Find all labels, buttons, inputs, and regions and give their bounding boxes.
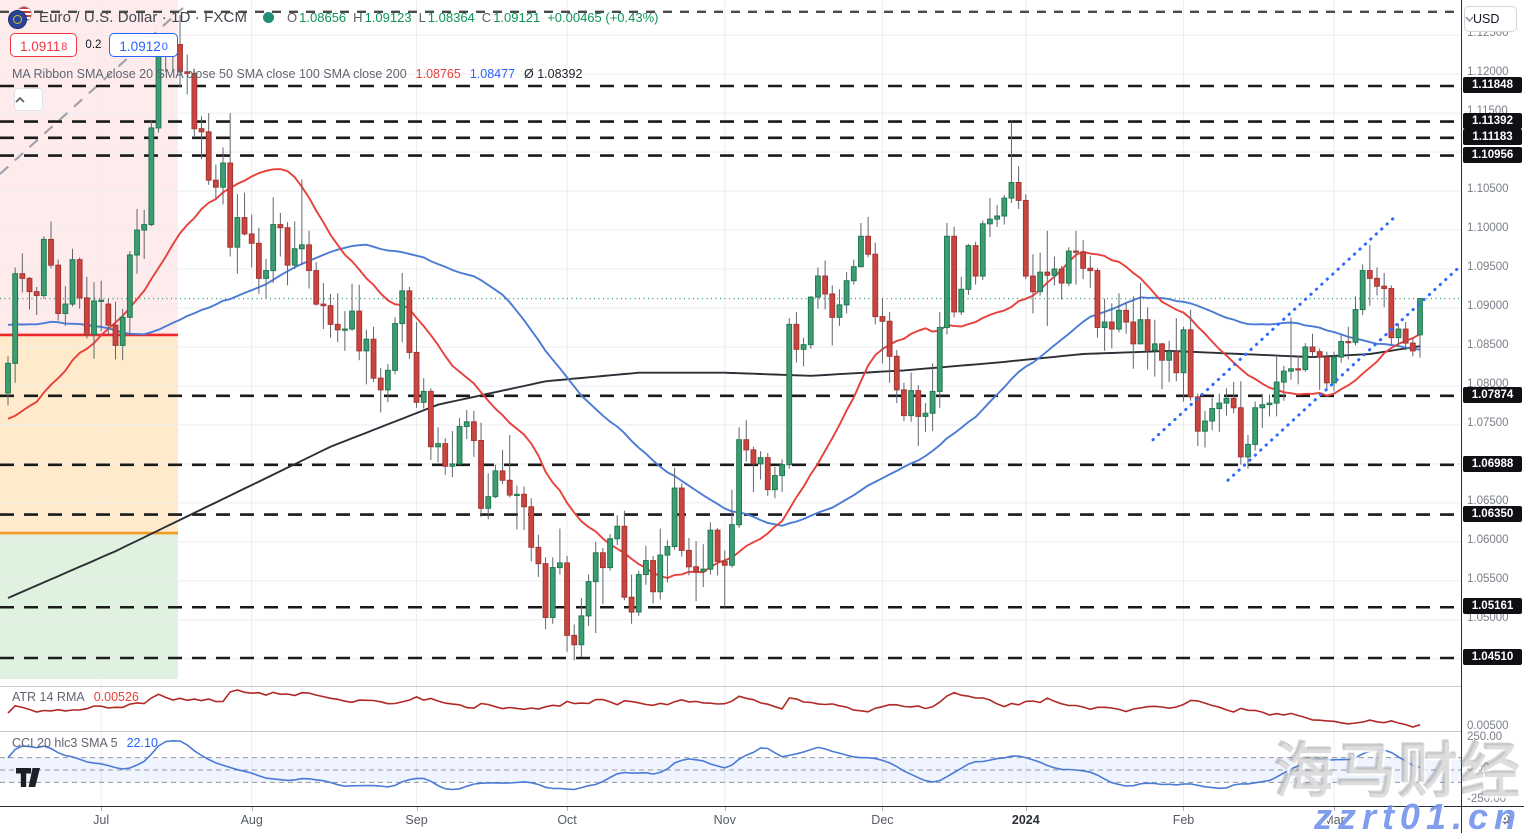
time-axis-tick (567, 807, 569, 811)
time-axis-label: Nov (713, 813, 736, 827)
market-status-icon (263, 11, 275, 23)
price-axis-label: 1.07500 (1467, 416, 1509, 429)
time-axis-label: Aug (240, 813, 263, 827)
ohlc-high-label: H (353, 9, 363, 25)
price-axis[interactable]: 1.12500 1.12000 1.11500 1.10500 1.10000 1.095… (1462, 0, 1524, 806)
sell-price: 1.0911 (20, 39, 61, 54)
ma-sma20-value: 1.08765 (415, 67, 461, 81)
ohlc-readout: O 1.08656 H 1.09123 L 1.08364 C 1.09121 +0.0… (287, 10, 658, 25)
time-axis-label: Jul (93, 813, 110, 827)
currency-dropdown-value: USD (1473, 12, 1500, 26)
time-axis-tick (1025, 807, 1027, 811)
chevron-down-icon (1465, 16, 1474, 22)
time-axis-tick (101, 807, 103, 811)
cci-pane[interactable] (0, 731, 1461, 806)
time-axis-tick (1183, 807, 1185, 811)
symbol-title[interactable]: Euro / U.S. Dollar · 1D · FXCM (39, 8, 248, 26)
atr-axis-label: 0.00500 (1467, 719, 1509, 732)
price-pane[interactable] (0, 0, 1461, 686)
price-axis-label: 1.06500 (1467, 494, 1509, 507)
cci-axis-label: 250.00 (1467, 731, 1503, 744)
time-axis-label: Oct (557, 813, 577, 827)
axis-settings-icon[interactable]: ⚙ (1498, 810, 1512, 828)
cci-legend[interactable]: CCI 20 hlc3 SMA 5 22.10 (12, 736, 158, 750)
time-axis-tick (251, 807, 253, 811)
sell-price-last-digit: 8 (61, 41, 68, 53)
price-level-label: 1.11183 (1463, 128, 1522, 145)
time-axis-tick (1333, 807, 1335, 811)
cci-value: 22.10 (126, 736, 158, 750)
time-axis-tick (416, 807, 418, 811)
cci-axis-label: -250.00 (1467, 792, 1507, 805)
atr-legend[interactable]: ATR 14 RMA 0.00526 (12, 690, 139, 704)
price-axis-label: 1.05000 (1467, 611, 1509, 624)
price-axis-label: 1.09500 (1467, 261, 1509, 274)
price-axis-label: 1.12000 (1467, 66, 1509, 79)
time-axis-tick (882, 807, 884, 811)
price-level-label: 1.07874 (1463, 386, 1522, 403)
ohlc-low-label: L (418, 9, 426, 25)
ohlc-open-label: O (287, 9, 298, 25)
price-level-label: 1.11848 (1463, 77, 1522, 93)
time-axis-label: Mar (1323, 813, 1345, 827)
time-axis[interactable]: Jul Aug Sep Oct Nov Dec 2024 Feb Mar (0, 807, 1524, 833)
chevron-up-icon (15, 96, 25, 103)
time-axis-label: 2024 (1011, 813, 1040, 827)
price-axis-label: 1.05500 (1467, 572, 1509, 585)
buy-price: 1.0912 (119, 39, 161, 54)
price-axis-label: 1.06000 (1467, 533, 1509, 546)
time-axis-label: Sep (405, 813, 428, 827)
price-axis-label: 1.08500 (1467, 338, 1509, 351)
time-axis-label: Dec (871, 813, 894, 827)
ohlc-high-value: 1.09123 (364, 9, 412, 25)
atr-title: ATR 14 RMA (12, 690, 85, 704)
price-axis-label: 1.09000 (1467, 300, 1509, 312)
buy-button[interactable]: 1.0912 0 (109, 33, 178, 57)
price-axis-label: 1.10000 (1467, 222, 1509, 235)
price-level-label: 1.11392 (1463, 112, 1522, 129)
ohlc-close-value: 1.09121 (493, 9, 541, 25)
price-level-label: 1.05161 (1463, 598, 1522, 615)
price-axis-border (1461, 0, 1462, 833)
buy-price-last-digit: 0 (161, 41, 168, 53)
time-axis-label: Feb (1172, 813, 1195, 827)
ohlc-close-label: C (481, 9, 492, 25)
symbol-header: Euro / U.S. Dollar · 1D · FXCM O 1.08656 … (8, 5, 659, 29)
cci-axis-label: 0.00 (1467, 762, 1490, 774)
ma-ribbon-title: MA Ribbon SMA close 20 SMA close 50 SMA … (12, 67, 407, 81)
price-level-label: 1.04510 (1463, 649, 1522, 665)
ohlc-open-value: 1.08656 (299, 9, 347, 25)
ohlc-change-value: +0.00465 (+0.43%) (547, 9, 659, 25)
atr-pane[interactable] (0, 686, 1461, 731)
currency-dropdown[interactable]: USD (1464, 6, 1517, 32)
price-level-label: 1.06350 (1463, 505, 1522, 522)
ma-ribbon-legend[interactable]: MA Ribbon SMA close 20 SMA close 50 SMA … (12, 67, 582, 81)
atr-value: 0.00526 (93, 690, 139, 704)
instrument-logo-icon (8, 6, 32, 29)
price-axis-label: 1.10500 (1467, 183, 1509, 196)
pane-divider[interactable] (0, 686, 1461, 687)
price-level-label: 1.06988 (1463, 455, 1522, 472)
cci-title: CCI 20 hlc3 SMA 5 (12, 736, 118, 750)
spread-label: 0.2 (85, 39, 102, 51)
ma-sma50-value: 1.08477 (469, 67, 516, 81)
sell-button[interactable]: 1.0911 8 (10, 33, 78, 57)
time-axis-border (0, 806, 1524, 807)
time-axis-tick (724, 807, 726, 811)
collapse-indicators-button[interactable] (14, 88, 43, 111)
tradingview-logo[interactable] (16, 768, 46, 787)
ma-average-value: Ø 1.08392 (524, 67, 583, 81)
price-level-label: 1.10956 (1463, 146, 1522, 163)
pane-divider[interactable] (0, 731, 1461, 732)
trade-panel: 1.0911 8 0.2 1.0912 0 (10, 33, 178, 57)
ohlc-low-value: 1.08364 (427, 9, 475, 25)
